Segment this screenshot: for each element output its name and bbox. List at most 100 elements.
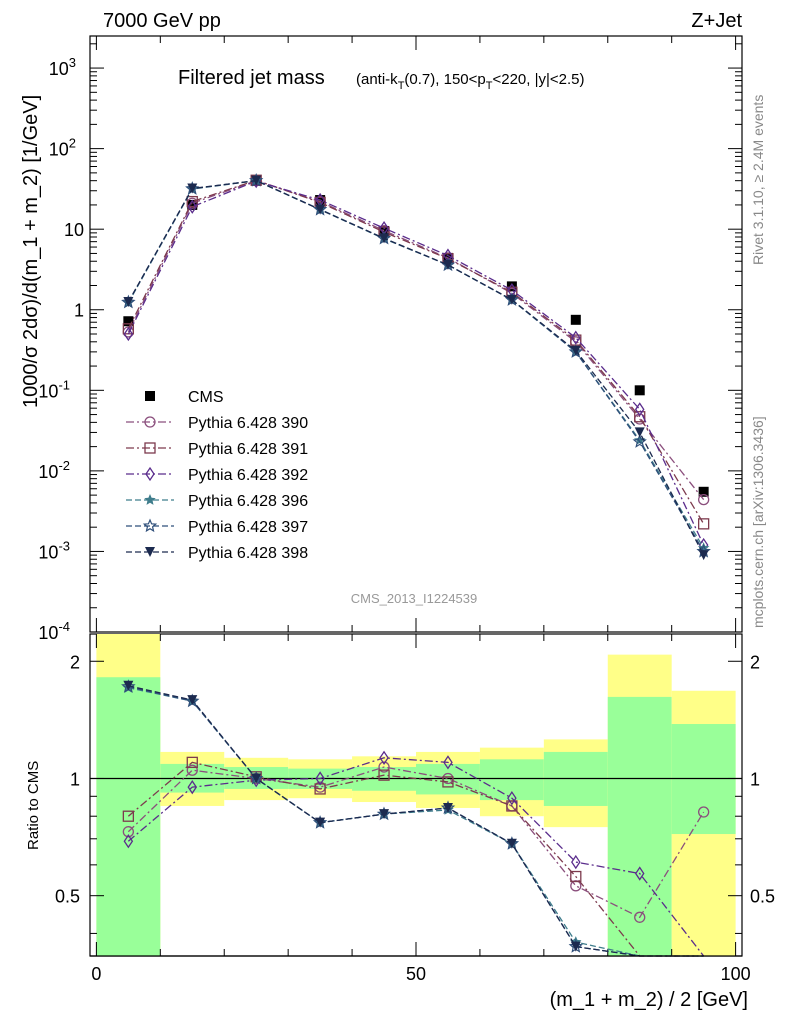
main-point-3-7 (571, 330, 581, 345)
legend-marker-4 (144, 494, 156, 505)
ratio-point-0-9 (697, 806, 710, 818)
legend: CMS Pythia 6.428 390 Pythia 6.428 391 Pythi… (126, 389, 308, 562)
watermark-label: CMS_2013_I1224539 (351, 591, 478, 606)
legend-marker-0 (145, 391, 155, 401)
main-point-6-1 (187, 183, 198, 194)
ratio-ytick-label-right: 0.5 (750, 887, 775, 907)
ratio-point-0-1 (186, 764, 198, 776)
main-point-0-7 (570, 314, 581, 325)
legend-label-3: Pythia 6.428 392 (188, 467, 308, 484)
legend-label-5: Pythia 6.428 397 (188, 519, 308, 536)
legend-label-0: CMS (188, 389, 224, 406)
ratio-ytick-label: 1 (70, 769, 80, 789)
ratio-clip-cover (0, 957, 786, 1024)
ratio-point-5-6 (506, 838, 517, 849)
ratio-point-2-0 (123, 834, 134, 849)
rivet-side-label: Rivet 3.1.10, ≥ 2.4M events (750, 95, 766, 265)
main-ytick-label: 10-4 (38, 619, 70, 643)
legend-marker-1 (144, 416, 156, 428)
main-point-6-3 (315, 204, 326, 215)
ratio-point-2-3 (315, 771, 325, 786)
chart-subtitle: (anti-kT(0.7), 150<pT<220, |y|<2.5) (356, 71, 585, 92)
ratio-uncertainty-bands (90, 634, 742, 956)
legend-label-4: Pythia 6.428 396 (188, 493, 308, 510)
ratio-point-2-7 (571, 854, 581, 870)
ratio-point-1-6 (506, 800, 518, 812)
ratio-ytick-label-right: 2 (750, 652, 760, 672)
ratio-series-group: 0 50 100 (0, 679, 786, 1024)
main-point-6-4 (379, 233, 390, 244)
ratio-point-5-5 (442, 802, 453, 813)
ratio-series-line-3 (128, 687, 704, 957)
ratio-ytick-label: 2 (70, 652, 80, 672)
ratio-point-2-4 (379, 750, 389, 765)
x-axis-label: (m_1 + m_2) / 2 [GeV] (550, 989, 748, 1011)
ratio-ytick-label: 0.5 (55, 887, 80, 907)
ratio-ytick-label-right: 1 (750, 769, 760, 789)
main-point-0-1 (187, 199, 198, 210)
ratio-point-1-5 (442, 776, 454, 788)
main-point-2-1 (186, 195, 198, 208)
ratio-series-line-5 (128, 685, 704, 957)
legend-marker-3 (145, 466, 155, 482)
legend-marker-5 (142, 518, 158, 533)
ratio-point-2-5 (443, 755, 453, 770)
main-series-line-6 (127, 180, 705, 556)
main-ytick-label: 10 (64, 220, 84, 240)
ratio-point-5-7 (570, 941, 581, 952)
main-point-0-6 (506, 281, 517, 292)
ratio-series-1 (122, 756, 704, 957)
main-point-6-5 (442, 259, 453, 270)
main-axes: 10-4 10-3 10-2 10-1 1 10 102 103 (38, 36, 742, 643)
main-point-0-8 (634, 385, 645, 396)
ratio-point-0-0 (122, 826, 135, 838)
ratio-point-1-7 (570, 870, 582, 883)
main-point-6-9 (698, 550, 709, 561)
ratio-point-5-4 (379, 809, 390, 820)
main-point-0-9 (698, 486, 709, 497)
main-series-line-2 (127, 179, 705, 525)
main-ytick-label: 10-2 (38, 458, 70, 482)
legend-label-6: Pythia 6.428 398 (188, 545, 308, 562)
main-series-line-1 (127, 179, 705, 501)
legend-label-2: Pythia 6.428 391 (188, 441, 308, 458)
main-ytick-label: 10-3 (38, 538, 70, 562)
header-left: 7000 GeV pp (103, 10, 221, 32)
ratio-point-2-8 (634, 866, 645, 881)
main-ytick-label: 102 (49, 136, 76, 160)
main-ytick-label: 103 (49, 55, 76, 79)
ratio-y-axis-label: Ratio to CMS (25, 761, 42, 850)
ratio-point-0-8 (634, 911, 646, 923)
main-ytick-label: 1 (74, 301, 84, 321)
ratio-point-0-7 (570, 880, 582, 892)
ratio-series-line-1 (127, 761, 704, 957)
ratio-point-2-6 (507, 791, 517, 806)
legend-label-1: Pythia 6.428 390 (188, 415, 308, 432)
ratio-point-5-0 (123, 680, 134, 691)
main-ytick-label: 10-1 (38, 377, 70, 401)
ratio-point-1-0 (122, 810, 135, 822)
ratio-point-5-3 (315, 817, 326, 828)
main-point-6-6 (506, 294, 517, 305)
xtick-label-front: 50 (406, 964, 426, 984)
main-series-6 (123, 175, 709, 561)
mcplots-side-label: mcplots.cern.ch [arXiv:1306.3436] (750, 416, 766, 628)
band-green-0 (96, 677, 161, 956)
main-point-6-7 (570, 345, 581, 356)
legend-marker-6 (145, 547, 155, 557)
xtick-label-front: 100 (721, 964, 751, 984)
ratio-point-1-1 (186, 756, 198, 769)
ratio-point-0-4 (378, 761, 390, 773)
main-point-2-8 (634, 411, 646, 423)
legend-marker-2 (144, 442, 156, 454)
main-point-6-0 (123, 296, 134, 307)
main-series-group (121, 172, 711, 561)
ratio-point-5-2 (251, 773, 262, 784)
header-right: Z+Jet (691, 10, 742, 32)
xtick-label-front: 0 (91, 964, 101, 984)
main-point-0-0 (123, 316, 134, 327)
ratio-point-1-4 (378, 769, 390, 781)
ratio-point-2-1 (187, 779, 198, 795)
